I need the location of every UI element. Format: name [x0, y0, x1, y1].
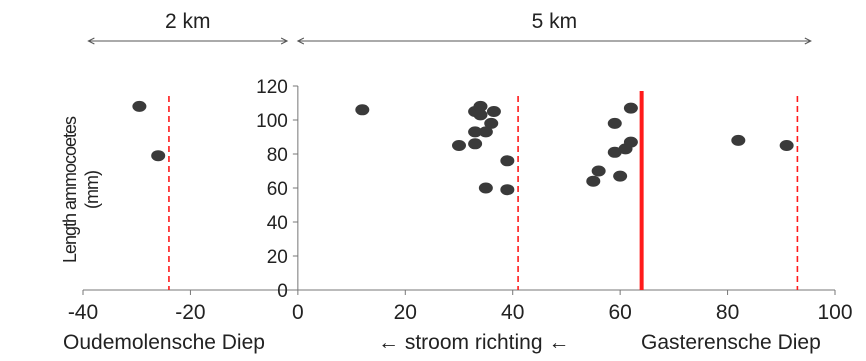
data-point: [623, 102, 638, 114]
y-axis-label-line2: (mm): [82, 171, 103, 209]
x-tick-label: -40: [68, 301, 98, 324]
data-point: [607, 117, 622, 129]
y-tick-label: 0: [277, 281, 288, 302]
span-arrowhead-left: [296, 37, 305, 45]
data-point: [468, 138, 483, 150]
y-tick-label: 100: [256, 111, 288, 132]
span-arrowhead-right: [804, 37, 812, 45]
y-axis-label-line1: Length ammocoetes: [60, 116, 81, 264]
data-point: [607, 146, 622, 158]
data-point: [478, 126, 493, 138]
y-axis-label: Length ammocoetes (mm): [59, 117, 103, 263]
label-gasterensche-diep: Gasterensche Diep: [641, 331, 821, 354]
data-point: [586, 175, 601, 187]
x-tick-label: 0: [292, 301, 304, 324]
data-point: [484, 117, 499, 129]
x-tick-label: 100: [817, 301, 852, 324]
y-tick-label: 120: [256, 77, 288, 98]
span-arrowhead-left: [87, 37, 95, 45]
tick-labels: -40 -20 0 20 40 60 80 100 0 20 40 60 80 100 120: [68, 77, 853, 324]
data-point: [132, 100, 147, 112]
data-point: [151, 150, 166, 162]
data-point: [623, 136, 638, 148]
data-point: [486, 106, 501, 117]
data-point: [613, 170, 628, 182]
span-label: 5 km: [532, 10, 578, 33]
axes: [82, 85, 836, 295]
data-point: [473, 100, 488, 112]
distance-spans: 2 km 5 km: [87, 10, 812, 45]
reference-lines: [168, 91, 799, 290]
y-tick-label: 60: [267, 179, 288, 200]
data-point: [355, 104, 370, 116]
x-tick-label: 60: [608, 301, 631, 324]
y-tick-label: 20: [267, 247, 288, 268]
y-tick-label: 80: [267, 145, 288, 166]
data-point: [779, 140, 794, 151]
label-stroom-richting: ← stroom richting ←: [378, 331, 570, 354]
span-arrowhead-right: [280, 37, 289, 45]
data-point: [731, 134, 746, 146]
x-tick-label: 40: [501, 301, 524, 324]
data-points: [132, 100, 794, 196]
y-tick-label: 40: [267, 213, 288, 234]
data-point: [468, 126, 483, 138]
data-point: [500, 184, 515, 196]
x-tick-label: -20: [175, 301, 205, 324]
x-tick-label: 80: [716, 301, 739, 324]
data-point: [591, 165, 606, 177]
span-label: 2 km: [165, 10, 211, 33]
data-point: [452, 140, 466, 151]
data-point: [478, 182, 493, 194]
data-point: [500, 155, 515, 167]
label-oudemolensche-diep: Oudemolensche Diep: [63, 331, 265, 354]
x-tick-label: 20: [394, 301, 417, 324]
data-point: [473, 109, 488, 121]
